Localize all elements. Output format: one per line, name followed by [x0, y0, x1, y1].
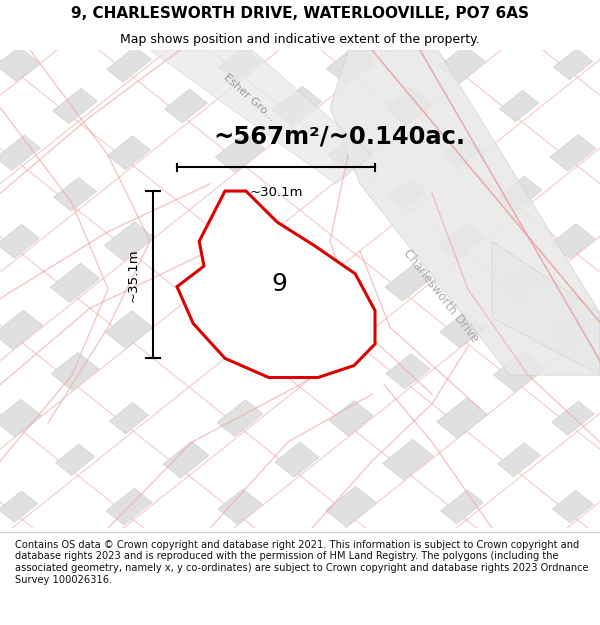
Polygon shape — [492, 241, 600, 375]
Polygon shape — [106, 488, 152, 525]
Polygon shape — [53, 88, 97, 124]
Polygon shape — [383, 0, 433, 37]
Polygon shape — [107, 47, 151, 82]
Text: Map shows position and indicative extent of the property.: Map shows position and indicative extent… — [120, 32, 480, 46]
Polygon shape — [553, 490, 593, 523]
Polygon shape — [330, 50, 600, 375]
Polygon shape — [104, 221, 154, 261]
Polygon shape — [53, 0, 97, 35]
Polygon shape — [385, 264, 431, 301]
Text: Contains OS data © Crown copyright and database right 2021. This information is : Contains OS data © Crown copyright and d… — [15, 540, 589, 584]
Text: ~35.1m: ~35.1m — [127, 248, 140, 301]
Polygon shape — [272, 86, 322, 126]
Text: ~567m²/~0.140ac.: ~567m²/~0.140ac. — [213, 124, 465, 148]
Polygon shape — [164, 0, 208, 35]
Polygon shape — [499, 532, 539, 564]
Polygon shape — [550, 134, 596, 171]
Polygon shape — [551, 224, 595, 259]
Text: 9, CHARLESWORTH DRIVE, WATERLOOVILLE, PO7 6AS: 9, CHARLESWORTH DRIVE, WATERLOOVILLE, PO… — [71, 6, 529, 21]
Polygon shape — [271, 528, 323, 569]
Polygon shape — [52, 530, 98, 567]
Polygon shape — [386, 354, 430, 389]
Polygon shape — [553, 49, 593, 80]
Polygon shape — [0, 491, 38, 522]
Polygon shape — [217, 400, 263, 436]
Polygon shape — [53, 177, 97, 211]
Polygon shape — [326, 44, 376, 84]
Polygon shape — [438, 46, 486, 83]
Polygon shape — [0, 399, 42, 437]
Polygon shape — [499, 90, 539, 122]
Polygon shape — [497, 442, 541, 477]
Polygon shape — [163, 441, 209, 478]
Polygon shape — [382, 439, 434, 480]
Polygon shape — [0, 135, 40, 171]
Polygon shape — [55, 444, 95, 476]
Polygon shape — [218, 489, 262, 524]
Polygon shape — [436, 398, 488, 439]
Polygon shape — [497, 265, 541, 301]
Text: Esher Gro...: Esher Gro... — [221, 72, 277, 123]
Polygon shape — [177, 191, 375, 378]
Polygon shape — [109, 402, 149, 434]
Polygon shape — [0, 224, 40, 258]
Polygon shape — [275, 442, 319, 478]
Polygon shape — [551, 401, 595, 435]
Polygon shape — [495, 0, 543, 36]
Polygon shape — [493, 351, 545, 392]
Text: ~30.1m: ~30.1m — [249, 186, 303, 199]
Polygon shape — [107, 136, 151, 170]
Polygon shape — [164, 531, 208, 566]
Text: 9: 9 — [271, 272, 287, 296]
Polygon shape — [329, 401, 373, 436]
Polygon shape — [386, 531, 430, 565]
Polygon shape — [105, 311, 153, 349]
Polygon shape — [0, 310, 43, 349]
Polygon shape — [547, 309, 599, 350]
Polygon shape — [439, 223, 485, 259]
Polygon shape — [440, 489, 484, 524]
Polygon shape — [384, 87, 432, 125]
Polygon shape — [442, 137, 482, 169]
Polygon shape — [275, 1, 319, 34]
Polygon shape — [51, 352, 99, 390]
Polygon shape — [215, 133, 265, 172]
Polygon shape — [327, 134, 375, 172]
Polygon shape — [218, 48, 262, 81]
Polygon shape — [50, 263, 100, 302]
Polygon shape — [325, 486, 377, 527]
Polygon shape — [440, 312, 484, 348]
Polygon shape — [0, 47, 40, 82]
Text: Charlesworth Drive: Charlesworth Drive — [401, 248, 481, 345]
Polygon shape — [150, 50, 372, 184]
Polygon shape — [164, 89, 208, 123]
Polygon shape — [496, 176, 542, 212]
Polygon shape — [388, 179, 428, 210]
